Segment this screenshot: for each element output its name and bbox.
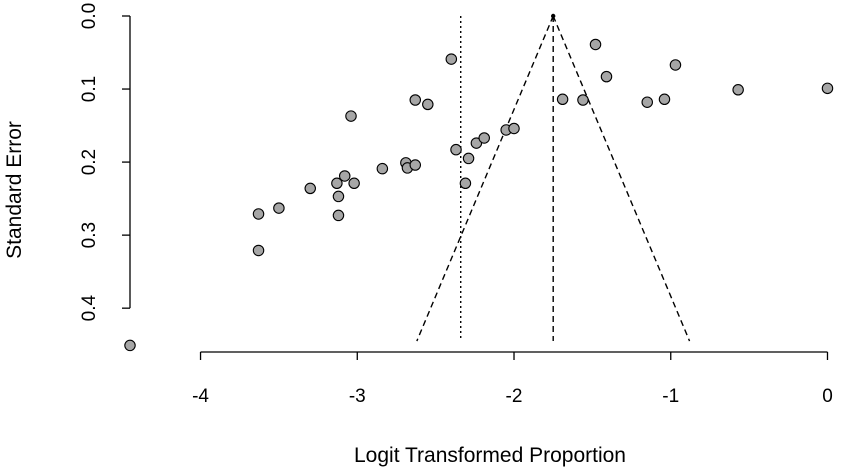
y-tick-label: 0.2 — [79, 149, 100, 175]
data-point — [600, 70, 613, 83]
tick-marks — [122, 15, 829, 360]
data-point — [459, 177, 472, 190]
data-point — [332, 209, 345, 222]
data-point — [445, 53, 458, 65]
funnel-apex-marker — [550, 13, 556, 19]
data-point — [252, 244, 265, 257]
data-point — [669, 59, 682, 71]
x-tick-label: -2 — [506, 386, 523, 407]
data-point — [332, 190, 345, 203]
x-tick-label: -1 — [662, 386, 679, 407]
x-tick-label: -4 — [192, 386, 209, 407]
data-point — [821, 82, 834, 95]
data-point — [422, 98, 434, 111]
data-point — [409, 159, 422, 171]
data-point — [450, 143, 462, 156]
y-tick-label: 0.3 — [79, 222, 100, 248]
tick-labels: -4 -3 -2 -1 0 0.0 0.1 0.2 0.3 0.4 — [79, 3, 833, 407]
data-point — [331, 177, 343, 190]
data-point — [589, 38, 602, 51]
data-point — [124, 339, 136, 352]
data-point — [478, 132, 490, 144]
data-point — [348, 177, 360, 190]
data-point — [577, 94, 589, 106]
data-point — [470, 137, 483, 149]
funnel-lower-bound-line — [416, 15, 554, 342]
data-point — [345, 110, 357, 122]
data-point — [376, 162, 389, 175]
data-point — [273, 202, 285, 214]
data-point — [409, 94, 422, 106]
funnel-upper-bound-line — [552, 15, 691, 342]
x-axis-title: Logit Transformed Proportion — [354, 444, 626, 467]
y-tick-label: 0.0 — [79, 3, 100, 29]
data-point — [641, 96, 653, 108]
data-point — [338, 170, 351, 182]
y-tick-label: 0.1 — [79, 76, 100, 102]
data-point — [462, 152, 475, 165]
data-point — [556, 93, 569, 106]
reference-lines — [416, 13, 691, 342]
x-tick-label: -3 — [349, 386, 366, 407]
y-tick-label: 0.4 — [79, 295, 100, 322]
axes — [129, 16, 828, 353]
data-point — [304, 182, 316, 195]
data-points — [124, 38, 834, 352]
data-point — [252, 208, 265, 220]
data-point — [658, 93, 671, 106]
x-tick-label: 0 — [822, 386, 833, 407]
y-axis-title: Standard Error — [3, 121, 26, 259]
data-point — [732, 84, 744, 96]
data-point — [508, 122, 520, 135]
